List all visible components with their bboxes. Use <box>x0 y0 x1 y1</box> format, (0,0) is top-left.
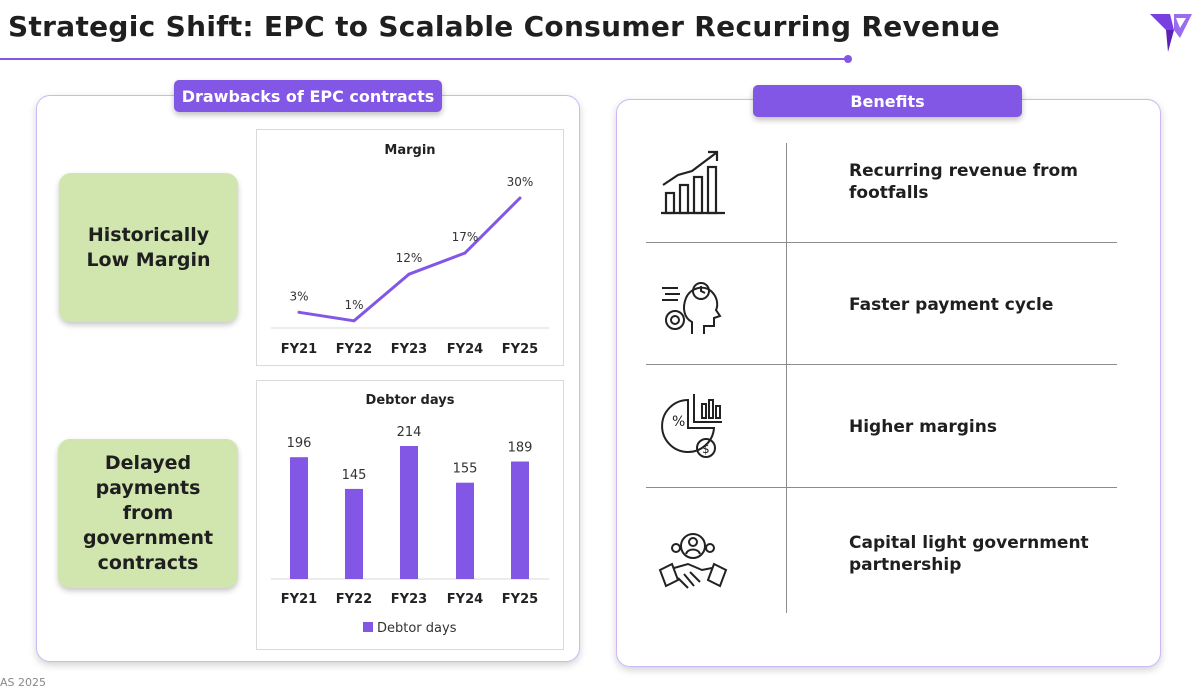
svg-text:%: % <box>672 414 685 430</box>
page-title: Strategic Shift: EPC to Scalable Consume… <box>8 10 1001 43</box>
benefit-label: Capital light government partnership <box>849 533 1089 575</box>
data-label: 145 <box>342 468 367 483</box>
low-margin-box: Historically Low Margin <box>59 173 238 322</box>
debtor-bar <box>511 461 529 579</box>
tick-label: FY24 <box>447 342 483 357</box>
data-label: 17% <box>452 230 479 244</box>
growth-chart-icon <box>661 150 725 215</box>
data-label: 12% <box>396 251 423 265</box>
debtor-bar <box>456 482 474 579</box>
delayed-payments-label: Delayed payments from government contrac… <box>82 452 214 574</box>
svg-text:$: $ <box>702 442 710 456</box>
tick-label: FY22 <box>336 592 372 607</box>
low-margin-label: Historically Low Margin <box>86 223 211 271</box>
data-label: 189 <box>508 441 533 456</box>
margin-chart: Margin 3% FY21 1% FY22 12% FY23 17% FY24 30% FY25 <box>256 129 564 366</box>
margin-point <box>407 272 411 276</box>
data-label: 3% <box>289 289 308 303</box>
debtor-bar <box>290 457 308 579</box>
footer-text: AS 2025 <box>0 676 46 689</box>
tick-label: FY21 <box>281 592 317 607</box>
benefits-divider <box>646 242 1117 243</box>
brand-logo-icon <box>1150 14 1192 52</box>
drawbacks-heading: Drawbacks of EPC contracts <box>174 80 442 112</box>
data-label: 214 <box>397 425 422 440</box>
legend-label: Debtor days <box>377 621 457 636</box>
debtor-bar <box>345 488 363 579</box>
tick-label: FY21 <box>281 342 317 357</box>
delayed-payments-box: Delayed payments from government contrac… <box>58 439 238 588</box>
title-underline-dot <box>844 55 852 63</box>
tick-label: FY23 <box>391 592 427 607</box>
benefits-heading: Benefits <box>753 85 1022 117</box>
debtor-days-chart: Debtor days 196 FY21 145 FY22 214 FY23 155 FY24 1… <box>256 380 564 650</box>
handshake-people-icon <box>658 533 728 589</box>
data-label: 196 <box>287 436 312 451</box>
benefit-label: Higher margins <box>849 417 997 437</box>
tick-label: FY23 <box>391 342 427 357</box>
data-label: 155 <box>453 462 478 477</box>
data-label: 30% <box>507 175 534 189</box>
chart-title: Debtor days <box>366 393 455 408</box>
benefits-vertical-divider <box>786 143 787 613</box>
benefit-label: Faster payment cycle <box>849 295 1054 315</box>
head-gears-clock-icon <box>662 282 722 334</box>
tick-label: FY22 <box>336 342 372 357</box>
margin-point <box>518 196 522 200</box>
chart-title: Margin <box>384 143 435 158</box>
debtor-bar <box>400 446 418 579</box>
margin-point <box>297 310 301 314</box>
pie-chart-dollar-icon: % $ <box>661 394 722 458</box>
tick-label: FY25 <box>502 342 538 357</box>
tick-label: FY25 <box>502 592 538 607</box>
tick-label: FY24 <box>447 592 483 607</box>
margin-point <box>463 251 467 255</box>
benefits-divider <box>646 364 1117 365</box>
data-label: 1% <box>344 298 363 312</box>
benefits-panel <box>616 99 1161 667</box>
benefits-divider <box>646 487 1117 488</box>
margin-point <box>352 319 356 323</box>
benefit-label: Recurring revenue from footfalls <box>849 161 1078 203</box>
legend-swatch <box>363 622 373 632</box>
title-underline <box>0 58 848 60</box>
